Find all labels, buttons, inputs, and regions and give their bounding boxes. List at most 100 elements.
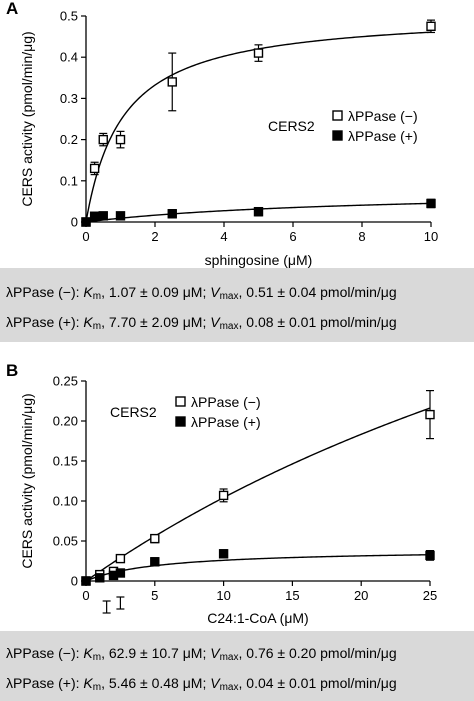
panel-a-chart: A 0 0.1 0.2 0.3 0.4 0.5 0 2 4 6 8 10 CERS activity (p… xyxy=(6,0,438,268)
km-subscript: m xyxy=(92,682,102,693)
x-tick-label: 10 xyxy=(216,588,230,603)
y-tick-label: 0.2 xyxy=(60,132,78,147)
panel-b-param-row-2: λPPase (+): Km, 5.46 ± 0.48 μM; Vmax, 0.… xyxy=(6,673,397,696)
km-subscript: m xyxy=(92,652,102,663)
vmax-symbol: V xyxy=(210,645,220,661)
km-symbol: K xyxy=(83,284,93,300)
km-symbol: K xyxy=(83,675,93,691)
y-tick-label: 0.4 xyxy=(60,50,78,65)
data-point-filled xyxy=(253,206,264,217)
x-tick-label: 8 xyxy=(358,229,365,244)
vmax-subscript: max xyxy=(219,291,239,302)
panel-b-parameters-box: λPPase (−): Km, 62.9 ± 10.7 μM; Vmax, 0.… xyxy=(0,631,474,701)
data-point-filled xyxy=(95,573,105,583)
param-label: λPPase (−): xyxy=(6,284,84,300)
param-label: λPPase (+): xyxy=(6,675,84,691)
vmax-value: , 0.04 ± 0.01 pmol/min/μg xyxy=(238,675,397,691)
panel-b-chart: B 0 0.05 0.10 0.15 0.20 0.25 0 5 10 15 20 25 CERS act… xyxy=(6,361,437,626)
vmax-subscript: max xyxy=(219,321,239,332)
vmax-value: , 0.51 ± 0.04 pmol/min/μg xyxy=(238,284,397,300)
legend-label: λPPase (−) xyxy=(191,394,261,410)
param-label: λPPase (−): xyxy=(6,645,84,661)
vmax-subscript: max xyxy=(219,652,239,663)
y-tick-label: 0.20 xyxy=(53,414,78,429)
x-tick-label: 5 xyxy=(151,588,158,603)
legend-marker-filled xyxy=(332,130,343,141)
panel-a-param-row-2: λPPase (+): Km, 7.70 ± 2.09 μM; Vmax, 0.… xyxy=(6,312,397,335)
km-symbol: K xyxy=(83,645,93,661)
data-point-open xyxy=(425,409,435,420)
x-tick-label: 10 xyxy=(424,229,438,244)
x-tick-label: 2 xyxy=(151,229,158,244)
data-point-open xyxy=(115,134,126,145)
y-axis-title: CERS activity (pmol/min/μg) xyxy=(19,393,35,568)
data-point-open xyxy=(253,48,264,58)
data-point-open xyxy=(98,134,108,145)
legend-label: λPPase (−) xyxy=(348,108,418,124)
legend-title: CERS2 xyxy=(110,404,157,420)
y-tick-label: 0 xyxy=(71,215,78,230)
x-tick-label: 0 xyxy=(82,229,89,244)
legend-label: λPPase (+) xyxy=(191,414,261,430)
data-point-filled xyxy=(98,211,108,221)
panel-a-param-row-1: λPPase (−): Km, 1.07 ± 0.09 μM; Vmax, 0.… xyxy=(6,282,397,305)
legend-marker-open xyxy=(332,110,343,121)
legend-marker-filled xyxy=(175,416,186,427)
y-tick-label: 0.15 xyxy=(53,454,78,469)
km-value: , 1.07 ± 0.09 μM; xyxy=(101,284,211,300)
vmax-value: , 0.08 ± 0.01 pmol/min/μg xyxy=(238,314,397,330)
vmax-subscript: max xyxy=(219,682,239,693)
y-tick-label: 0.10 xyxy=(53,494,78,509)
x-axis-title: C24:1-CoA (μM) xyxy=(207,610,308,626)
vmax-value: , 0.76 ± 0.20 pmol/min/μg xyxy=(238,645,397,661)
data-point-filled xyxy=(115,211,126,221)
x-tick-label: 15 xyxy=(285,588,299,603)
data-point-filled xyxy=(81,217,91,227)
km-value: , 5.46 ± 0.48 μM; xyxy=(101,675,211,691)
fit-curve xyxy=(85,407,431,582)
data-point-open xyxy=(167,77,177,87)
y-tick-label: 0 xyxy=(71,574,78,589)
panel-label: B xyxy=(6,361,18,380)
km-value: , 7.70 ± 2.09 μM; xyxy=(101,314,211,330)
x-tick-label: 4 xyxy=(220,229,227,244)
x-tick-label: 25 xyxy=(423,588,437,603)
y-axis-title: CERS activity (pmol/min/μg) xyxy=(19,31,35,206)
data-point-open xyxy=(115,553,126,564)
data-point-filled xyxy=(81,576,91,586)
data-point-filled xyxy=(425,550,435,561)
data-point-filled xyxy=(150,557,160,567)
y-tick-label: 0.25 xyxy=(53,374,78,389)
y-tick-label: 0.1 xyxy=(60,173,78,188)
x-tick-label: 6 xyxy=(289,229,296,244)
data-point-open xyxy=(150,533,160,544)
data-point-filled xyxy=(426,198,436,209)
legend-marker-open xyxy=(175,396,186,407)
data-point-open xyxy=(89,163,100,174)
km-value: , 62.9 ± 10.7 μM; xyxy=(101,645,211,661)
vmax-symbol: V xyxy=(210,675,220,691)
param-label: λPPase (+): xyxy=(6,314,84,330)
vmax-symbol: V xyxy=(210,314,220,330)
km-subscript: m xyxy=(92,291,102,302)
panel-label: A xyxy=(6,0,18,18)
data-point-filled xyxy=(218,549,229,559)
y-tick-label: 0.05 xyxy=(53,534,78,549)
vmax-symbol: V xyxy=(210,284,220,300)
data-point-filled xyxy=(167,209,177,219)
legend-title: CERS2 xyxy=(268,118,315,134)
data-point-filled xyxy=(89,211,100,221)
data-point-open xyxy=(218,490,229,501)
x-axis-title: sphingosine (μM) xyxy=(205,252,313,268)
km-symbol: K xyxy=(83,314,93,330)
panel-b-param-row-1: λPPase (−): Km, 62.9 ± 10.7 μM; Vmax, 0.… xyxy=(6,643,397,666)
fit-curve xyxy=(85,554,431,582)
x-tick-label: 0 xyxy=(82,588,89,603)
legend-label: λPPase (+) xyxy=(348,128,418,144)
data-point-open xyxy=(426,21,436,31)
data-point-filled xyxy=(115,568,126,578)
y-tick-label: 0.5 xyxy=(60,9,78,24)
panel-a-parameters-box: λPPase (−): Km, 1.07 ± 0.09 μM; Vmax, 0.… xyxy=(0,268,474,342)
km-subscript: m xyxy=(92,321,102,332)
